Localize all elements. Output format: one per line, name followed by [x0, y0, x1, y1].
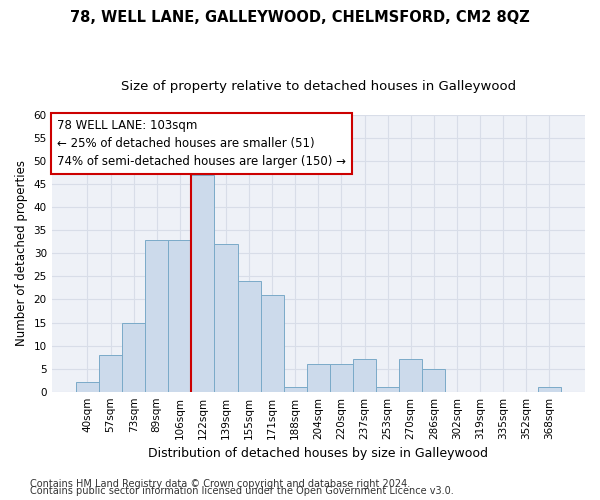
Title: Size of property relative to detached houses in Galleywood: Size of property relative to detached ho…: [121, 80, 516, 93]
Bar: [538, 387, 561, 392]
Bar: [191, 175, 214, 392]
Bar: [99, 355, 122, 392]
Bar: [284, 387, 307, 392]
Bar: [122, 322, 145, 392]
Bar: [353, 360, 376, 392]
Bar: [76, 382, 99, 392]
Text: 78, WELL LANE, GALLEYWOOD, CHELMSFORD, CM2 8QZ: 78, WELL LANE, GALLEYWOOD, CHELMSFORD, C…: [70, 10, 530, 25]
Bar: [307, 364, 330, 392]
Bar: [238, 281, 260, 392]
Bar: [330, 364, 353, 392]
Y-axis label: Number of detached properties: Number of detached properties: [15, 160, 28, 346]
Bar: [422, 368, 445, 392]
X-axis label: Distribution of detached houses by size in Galleywood: Distribution of detached houses by size …: [148, 447, 488, 460]
Bar: [214, 244, 238, 392]
Bar: [260, 295, 284, 392]
Text: 78 WELL LANE: 103sqm
← 25% of detached houses are smaller (51)
74% of semi-detac: 78 WELL LANE: 103sqm ← 25% of detached h…: [57, 119, 346, 168]
Bar: [145, 240, 168, 392]
Bar: [168, 240, 191, 392]
Bar: [376, 387, 399, 392]
Text: Contains public sector information licensed under the Open Government Licence v3: Contains public sector information licen…: [30, 486, 454, 496]
Text: Contains HM Land Registry data © Crown copyright and database right 2024.: Contains HM Land Registry data © Crown c…: [30, 479, 410, 489]
Bar: [399, 360, 422, 392]
